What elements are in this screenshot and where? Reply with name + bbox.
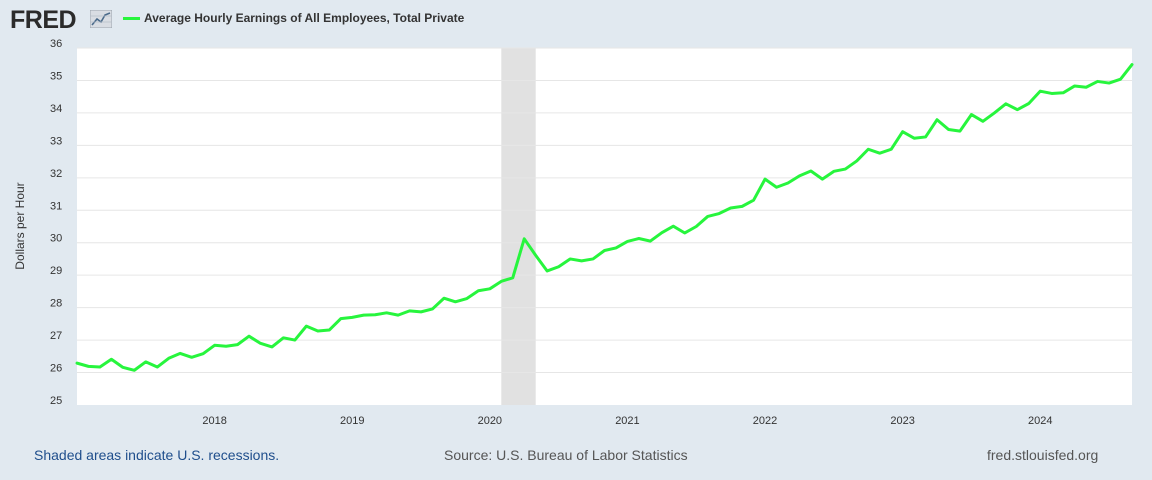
site-link[interactable]: fred.stlouisfed.org — [987, 447, 1099, 463]
recession-band — [501, 48, 536, 405]
x-tick-label: 2023 — [890, 415, 914, 427]
y-axis-label: Dollars per Hour — [13, 182, 27, 269]
y-tick-label: 35 — [50, 70, 62, 82]
y-tick-label: 36 — [50, 38, 62, 50]
y-tick-label: 25 — [50, 395, 62, 407]
x-tick-label: 2024 — [1028, 415, 1052, 427]
fred-chart-icon — [90, 10, 112, 28]
legend-label[interactable]: Average Hourly Earnings of All Employees… — [144, 11, 465, 25]
y-tick-label: 30 — [50, 233, 62, 245]
x-tick-label: 2019 — [340, 415, 364, 427]
legend-swatch — [123, 17, 140, 20]
y-tick-label: 33 — [50, 135, 62, 147]
x-tick-label: 2022 — [753, 415, 777, 427]
y-tick-label: 27 — [50, 330, 62, 342]
fred-logo[interactable]: FRED — [10, 6, 77, 34]
y-tick-label: 29 — [50, 265, 62, 277]
x-tick-label: 2020 — [478, 415, 502, 427]
x-tick-label: 2018 — [202, 415, 226, 427]
plot-area — [77, 48, 1132, 405]
y-tick-label: 26 — [50, 363, 62, 375]
line-chart: 25 26 27 28 29 30 31 32 33 34 35 36 2018 2019 2020 202… — [13, 38, 1134, 427]
y-tick-label: 32 — [50, 168, 62, 180]
y-tick-label: 28 — [50, 298, 62, 310]
source-text: Source: U.S. Bureau of Labor Statistics — [444, 447, 688, 463]
recessions-note-link[interactable]: Shaded areas indicate U.S. recessions. — [34, 447, 280, 463]
y-tick-label: 31 — [50, 200, 62, 212]
x-tick-label: 2021 — [615, 415, 639, 427]
series-line — [75, 63, 1134, 372]
y-tick-label: 34 — [50, 103, 62, 115]
